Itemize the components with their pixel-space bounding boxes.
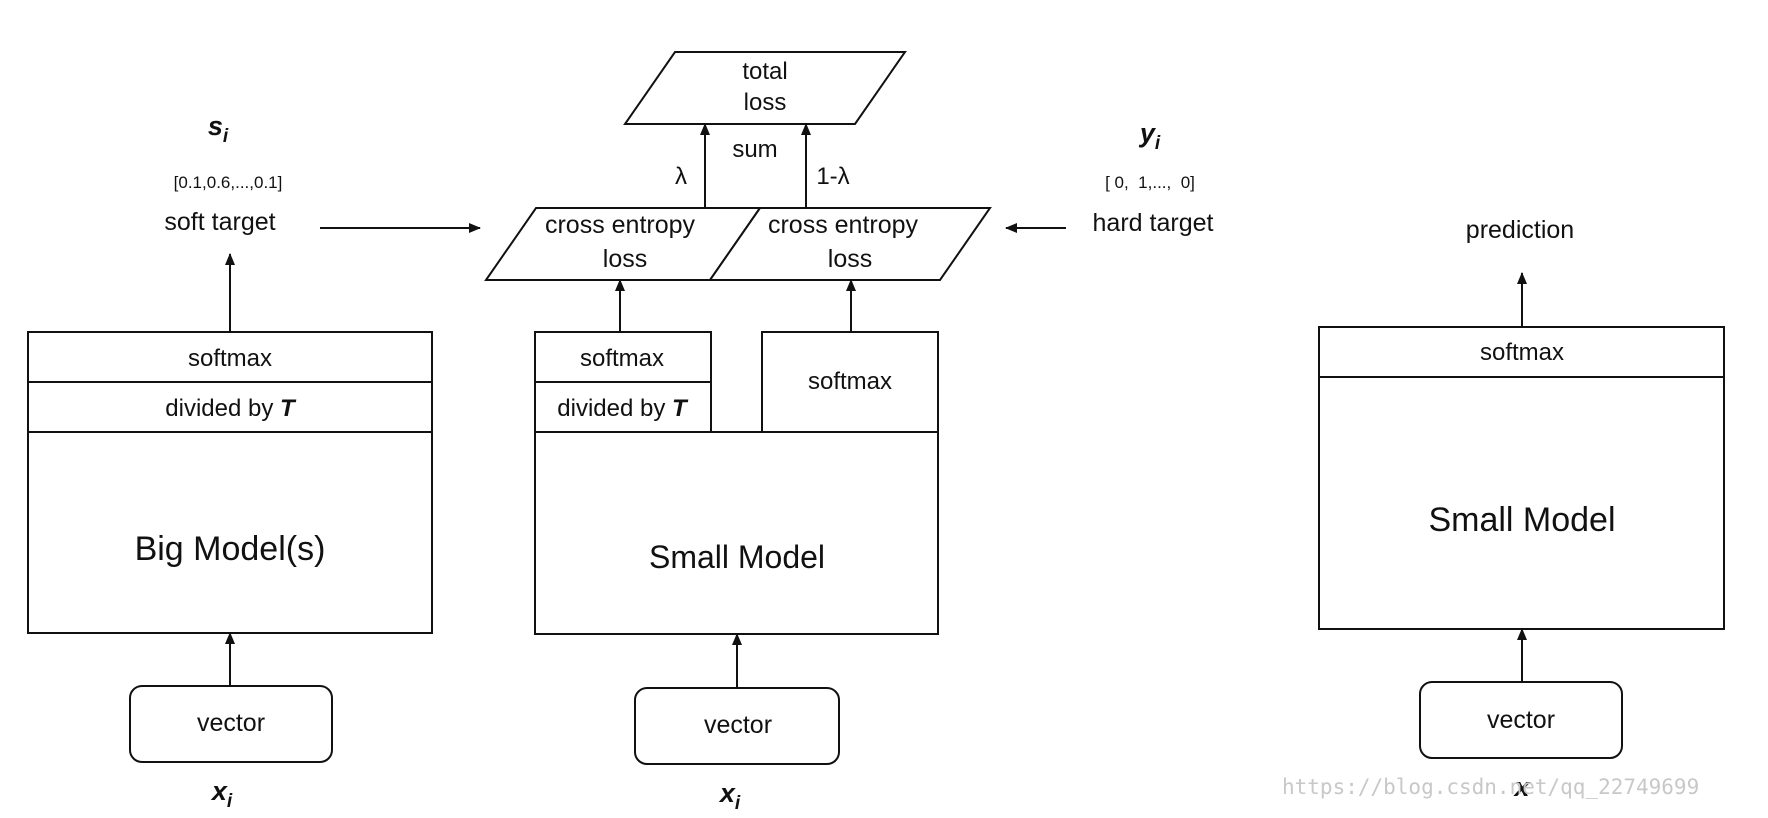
sum-label: sum (732, 136, 777, 163)
student-model-box (534, 431, 939, 635)
prediction-label: prediction (1466, 216, 1574, 244)
hard-target-label: hard target (1093, 209, 1214, 237)
hard-ce-label-line1: cross entropy (768, 211, 919, 239)
big-model-input-symbol: xi (210, 776, 233, 812)
hard-target-group: yi [ 0, 1,..., 0] hard target (1005, 118, 1214, 237)
one-minus-lambda-label: 1-λ (816, 163, 849, 190)
soft-target-values: [0.1,0.6,...,0.1] (174, 173, 283, 192)
big-model-vector-label: vector (197, 709, 265, 737)
hard-ce-label-line2: loss (828, 245, 872, 273)
teacher-column: si [0.1,0.6,...,0.1] soft target softmax… (27, 111, 433, 812)
student-divided-label: divided by T (557, 395, 689, 422)
student-model-label: Small Model (649, 539, 825, 575)
student-vector-label: vector (704, 711, 772, 739)
big-model-softmax-label: softmax (188, 345, 272, 372)
big-model-label: Big Model(s) (135, 530, 326, 568)
watermark-text: https://blog.csdn.net/qq_22749699 (1282, 775, 1699, 799)
total-loss-label-line2: loss (744, 89, 787, 116)
student-input-symbol: xi (718, 778, 741, 814)
inference-vector-box (1419, 681, 1623, 759)
soft-target-symbol: si (208, 111, 229, 147)
soft-ce-label-line2: loss (603, 245, 647, 273)
total-loss-parallelogram (623, 51, 907, 125)
inference-softmax-label: softmax (1480, 339, 1564, 366)
hard-target-values: [ 0, 1,..., 0] (1105, 173, 1195, 192)
student-softmax-label: softmax (808, 368, 892, 395)
student-column: total loss sum λ 1-λ cross entropy loss … (484, 51, 992, 814)
inference-vector-label: vector (1487, 706, 1555, 734)
big-model-vector-box (129, 685, 333, 763)
big-model-box (27, 331, 433, 634)
hard-cross-entropy-parallelogram (708, 207, 992, 281)
student-softmax-box (761, 331, 939, 433)
big-model-divided-label: divided by T (165, 395, 297, 422)
hard-target-symbol: yi (1138, 118, 1161, 154)
student-vector-box (634, 687, 840, 765)
inference-input-symbol: x (1512, 772, 1530, 802)
inference-column: prediction softmax Small Model vector x (1318, 216, 1725, 802)
lambda-label: λ (675, 163, 687, 190)
inference-model-box (1318, 326, 1725, 630)
soft-ce-label-line1: cross entropy (545, 211, 696, 239)
total-loss-label-line1: total (742, 58, 787, 85)
inference-model-label: Small Model (1428, 501, 1615, 539)
student-softmax-t-label: softmax (580, 345, 664, 372)
soft-target-label: soft target (164, 208, 275, 236)
